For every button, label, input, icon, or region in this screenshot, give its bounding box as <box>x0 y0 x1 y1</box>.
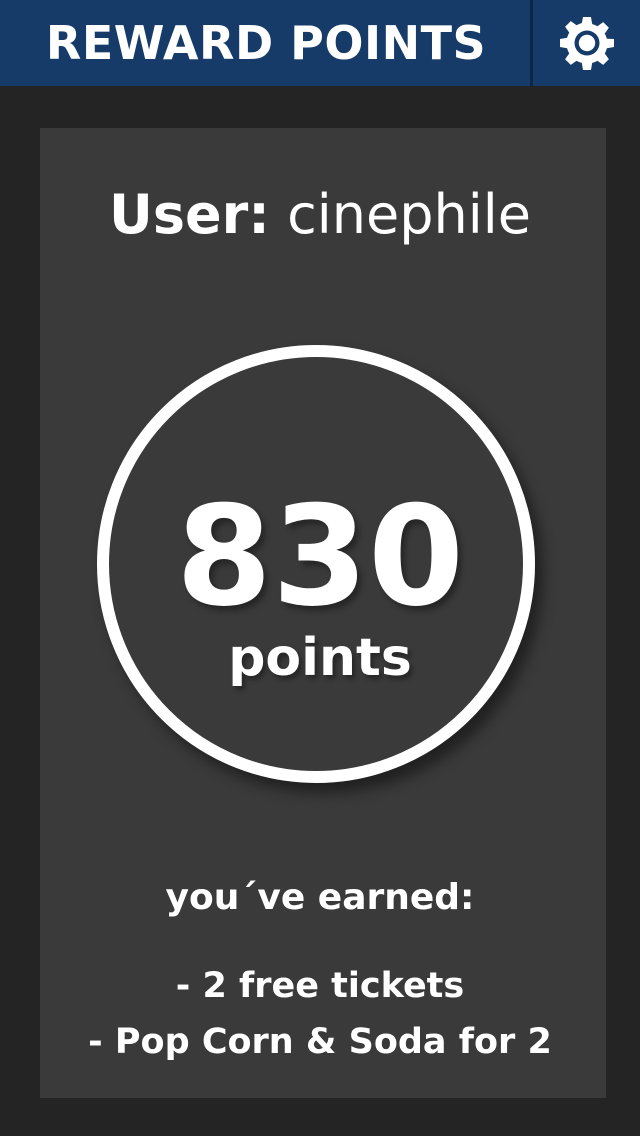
points-value: 830 <box>175 476 465 637</box>
gear-icon <box>559 17 614 70</box>
points-unit: points <box>228 628 412 688</box>
earned-heading: you´ve earned: <box>165 877 475 918</box>
header-divider <box>530 0 533 86</box>
reward-item: - Pop Corn & Soda for 2 <box>88 1022 552 1062</box>
rewards-list: - 2 free tickets - Pop Corn & Soda for 2 <box>0 958 640 1070</box>
reward-item: - 2 free tickets <box>175 966 465 1006</box>
user-label: User: <box>109 183 270 246</box>
user-line: User: cinephile <box>0 188 640 242</box>
page-title: REWARD POINTS <box>45 16 487 70</box>
user-name: cinephile <box>287 183 531 246</box>
settings-button[interactable] <box>533 0 640 86</box>
top-header-bar: REWARD POINTS <box>0 0 640 86</box>
